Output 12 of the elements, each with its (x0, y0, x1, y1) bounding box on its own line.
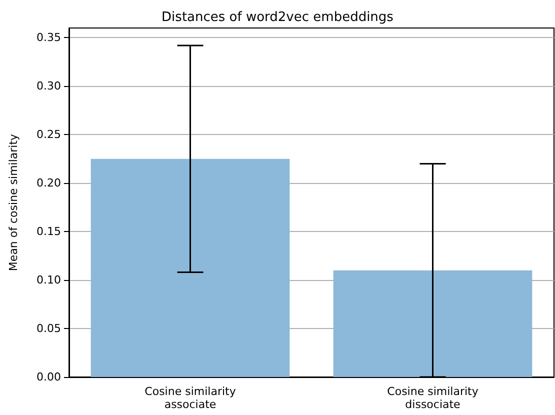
y-tick-label: 0.35 (36, 31, 61, 44)
y-tick-label: 0.25 (36, 128, 61, 142)
y-tick-label: 0.15 (36, 225, 61, 238)
x-tick-label: Cosine similarity dissociate (387, 385, 479, 411)
y-axis-title: Mean of cosine similarity (7, 133, 20, 272)
y-tick-label: 0.10 (36, 274, 61, 287)
y-tick-label: 0.30 (36, 80, 61, 93)
y-tick-label: 0.20 (36, 176, 61, 190)
chart-title: Distances of word2vec embeddings (162, 10, 394, 25)
x-tick-label: Cosine similarity associate (144, 385, 236, 411)
y-tick-label: 0.05 (36, 322, 61, 336)
y-tick-label: 0.00 (36, 370, 61, 384)
